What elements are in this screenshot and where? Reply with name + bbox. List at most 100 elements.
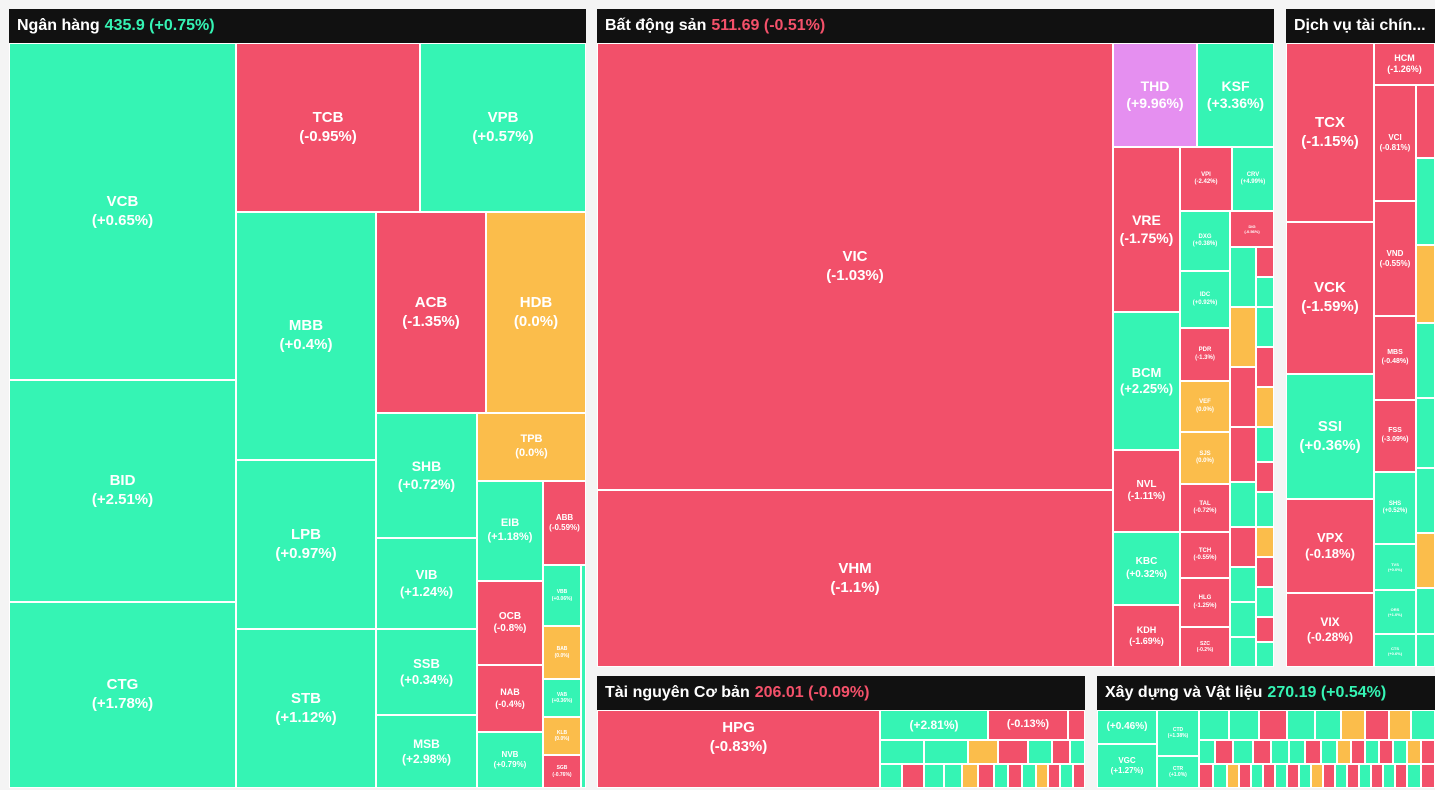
small-tile[interactable]: [1421, 740, 1435, 764]
tile-small[interactable]: [581, 565, 586, 788]
tile-tcx[interactable]: TCX (-1.15%): [1286, 43, 1374, 222]
small-tile[interactable]: [1230, 637, 1256, 667]
tile-small-e[interactable]: [1416, 398, 1435, 468]
tile-ssb[interactable]: SSB (+0.34%): [376, 629, 477, 715]
small-tile[interactable]: [1379, 740, 1393, 764]
tile-hcm[interactable]: HCM (-1.26%): [1374, 43, 1435, 85]
small-tile[interactable]: [1256, 347, 1274, 387]
small-tile[interactable]: [1347, 764, 1359, 788]
small-tile[interactable]: [1230, 247, 1256, 307]
sector-header[interactable]: Xây dựng và Vật liệu 270.19 (+0.54%): [1097, 676, 1435, 710]
small-tile[interactable]: [1256, 462, 1274, 492]
tile-vpb[interactable]: VPB (+0.57%): [420, 43, 586, 212]
small-tile[interactable]: [1341, 710, 1365, 740]
tile-small-g[interactable]: [1416, 533, 1435, 588]
small-tile[interactable]: [1239, 764, 1251, 788]
tile-tpb[interactable]: TPB (0.0%): [477, 413, 586, 481]
small-tile[interactable]: [1287, 710, 1315, 740]
small-tile[interactable]: [994, 764, 1008, 788]
tile-pdr[interactable]: PDR (-1.3%): [1180, 328, 1230, 381]
small-tile[interactable]: [1253, 740, 1271, 764]
tile-crv[interactable]: CRV (+4.99%): [1232, 147, 1274, 211]
tile-ksf[interactable]: KSF (+3.36%): [1197, 43, 1274, 147]
small-tile[interactable]: [1371, 764, 1383, 788]
tile-stb[interactable]: STB (+1.12%): [236, 629, 376, 788]
small-tile[interactable]: [978, 764, 994, 788]
tile-msb[interactable]: MSB (+2.98%): [376, 715, 477, 788]
small-tile[interactable]: [1256, 492, 1274, 527]
tile-resource-3[interactable]: (-0.13%): [988, 710, 1068, 740]
tile-fss[interactable]: FSS (-3.09%): [1374, 400, 1416, 472]
small-tile[interactable]: [1395, 764, 1407, 788]
tile-tvs[interactable]: TVS (+0.0%): [1374, 544, 1416, 590]
tile-nab[interactable]: NAB (-0.4%): [477, 665, 543, 732]
tile-ctd[interactable]: CTD (+1.38%): [1157, 710, 1199, 756]
small-tile[interactable]: [1230, 427, 1256, 482]
tile-abb[interactable]: ABB (-0.59%): [543, 481, 586, 565]
tile-lpb[interactable]: LPB (+0.97%): [236, 460, 376, 629]
small-tile[interactable]: [1323, 764, 1335, 788]
small-tile[interactable]: [1389, 710, 1411, 740]
small-tile[interactable]: [1227, 764, 1239, 788]
sector-header[interactable]: Tài nguyên Cơ bản 206.01 (-0.09%): [597, 676, 1085, 710]
small-tile[interactable]: [1421, 764, 1435, 788]
tile-dig[interactable]: DIG (-0.56%): [1230, 211, 1274, 247]
tile-tcb[interactable]: TCB (-0.95%): [236, 43, 420, 212]
small-tile[interactable]: [1299, 764, 1311, 788]
tile-small-f[interactable]: [1416, 468, 1435, 533]
small-tiles-mosaic[interactable]: [1199, 710, 1435, 788]
small-tile[interactable]: [944, 764, 962, 788]
small-tile[interactable]: [1256, 427, 1274, 462]
small-tile[interactable]: [1048, 764, 1060, 788]
small-tile[interactable]: [1335, 764, 1347, 788]
tile-idc[interactable]: IDC (+0.92%): [1180, 271, 1230, 328]
sector-header[interactable]: Bất động sản 511.69 (-0.51%): [597, 9, 1274, 43]
tile-ctr[interactable]: CTR (+1.0%): [1157, 756, 1199, 788]
small-tile[interactable]: [1199, 740, 1215, 764]
tile-bab[interactable]: BAB (0.0%): [543, 626, 581, 679]
small-tile[interactable]: [1275, 764, 1287, 788]
small-tile[interactable]: [1230, 367, 1256, 427]
tile-nvl[interactable]: NVL (-1.11%): [1113, 450, 1180, 532]
tile-small-a[interactable]: [1416, 85, 1435, 158]
tile-sjs[interactable]: SJS (0.0%): [1180, 432, 1230, 484]
tile-thd[interactable]: THD (+9.96%): [1113, 43, 1197, 147]
tile-bid[interactable]: BID (+2.51%): [9, 380, 236, 602]
tile-ssi[interactable]: SSI (+0.36%): [1286, 374, 1374, 499]
small-tile[interactable]: [1287, 764, 1299, 788]
tile-sgb[interactable]: SGB (-0.76%): [543, 755, 581, 788]
small-tiles-mosaic[interactable]: [1230, 247, 1274, 667]
tile-vgc[interactable]: VGC (+1.27%): [1097, 744, 1157, 788]
tile-cts[interactable]: CTS (+0.6%): [1374, 634, 1416, 667]
small-tile[interactable]: [1199, 764, 1213, 788]
small-tile[interactable]: [1036, 764, 1048, 788]
small-tile[interactable]: [1271, 740, 1289, 764]
small-tile[interactable]: [1256, 617, 1274, 642]
small-tile[interactable]: [1256, 557, 1274, 587]
small-tile[interactable]: [924, 740, 968, 764]
tile-ors[interactable]: ORS (+1.0%): [1374, 590, 1416, 634]
small-tile[interactable]: [924, 764, 944, 788]
small-tile[interactable]: [1305, 740, 1321, 764]
small-tile[interactable]: [1052, 740, 1070, 764]
small-tile[interactable]: [998, 740, 1028, 764]
small-tile[interactable]: [1263, 764, 1275, 788]
tile-resource-4[interactable]: [1068, 710, 1085, 740]
small-tile[interactable]: [1229, 710, 1259, 740]
tile-mbb[interactable]: MBB (+0.4%): [236, 212, 376, 460]
tile-small-c[interactable]: [1416, 245, 1435, 323]
small-tile[interactable]: [1365, 710, 1389, 740]
small-tile[interactable]: [880, 764, 902, 788]
tile-tch[interactable]: TCH (-0.55%): [1180, 532, 1230, 578]
tile-vib[interactable]: VIB (+1.24%): [376, 538, 477, 629]
small-tile[interactable]: [1407, 740, 1421, 764]
tile-shb[interactable]: SHB (+0.72%): [376, 413, 477, 538]
small-tile[interactable]: [1337, 740, 1351, 764]
small-tile[interactable]: [902, 764, 924, 788]
tile-vre[interactable]: VRE (-1.75%): [1113, 147, 1180, 312]
tile-vix[interactable]: VIX (-0.28%): [1286, 593, 1374, 667]
tile-small-i[interactable]: [1416, 634, 1435, 667]
small-tile[interactable]: [1230, 527, 1256, 567]
small-tile[interactable]: [1230, 307, 1256, 367]
small-tile[interactable]: [1213, 764, 1227, 788]
